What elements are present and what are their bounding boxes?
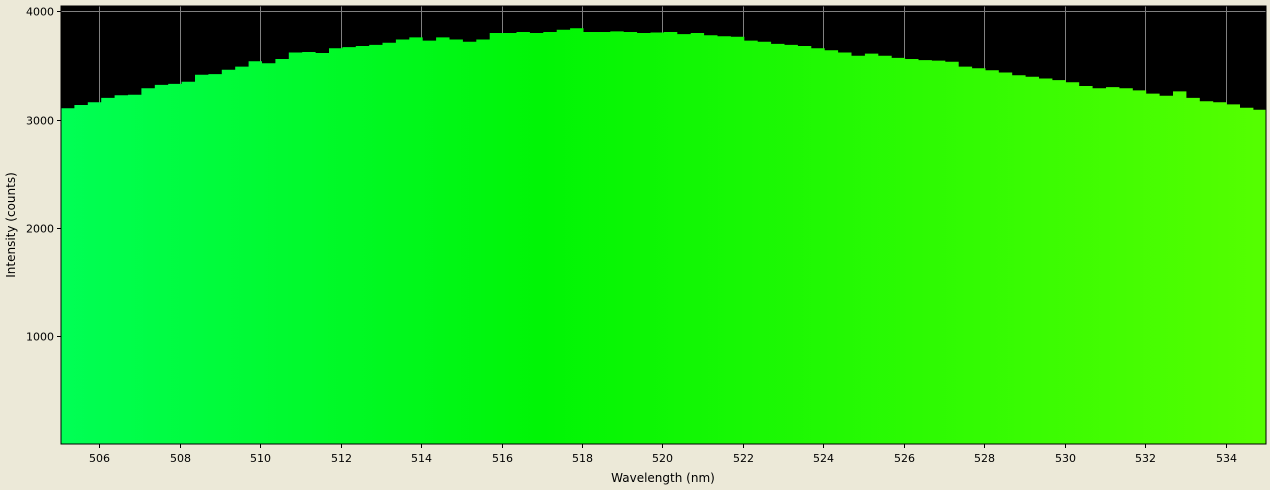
x-tick-label: 524 — [813, 452, 834, 465]
x-tick-label: 510 — [250, 452, 271, 465]
x-tick-label: 518 — [572, 452, 593, 465]
x-tick-label: 528 — [974, 452, 995, 465]
plot-frame — [60, 5, 1267, 445]
y-axis-title: Intensity (counts) — [4, 172, 18, 278]
x-tick-label: 508 — [170, 452, 191, 465]
x-tick-label: 530 — [1055, 452, 1076, 465]
x-tick-label: 534 — [1216, 452, 1237, 465]
x-axis: 506 508 510 512 514 516 518 520 522 524 526 528 530 5… — [89, 444, 1237, 465]
x-tick-label: 516 — [492, 452, 513, 465]
x-tick-label: 532 — [1135, 452, 1156, 465]
spectrum-area — [61, 28, 1266, 444]
y-tick-label: 1000 — [26, 331, 54, 344]
x-tick-label: 526 — [894, 452, 915, 465]
y-tick-label: 3000 — [26, 115, 54, 128]
x-tick-label: 512 — [331, 452, 352, 465]
y-tick-label: 4000 — [26, 6, 54, 19]
x-axis-title: Wavelength (nm) — [611, 471, 715, 485]
y-axis: 1000 2000 3000 4000 — [26, 6, 61, 344]
x-tick-label: 514 — [411, 452, 432, 465]
x-tick-label: 506 — [89, 452, 110, 465]
x-tick-label: 522 — [733, 452, 754, 465]
y-tick-label: 2000 — [26, 223, 54, 236]
x-tick-label: 520 — [652, 452, 673, 465]
